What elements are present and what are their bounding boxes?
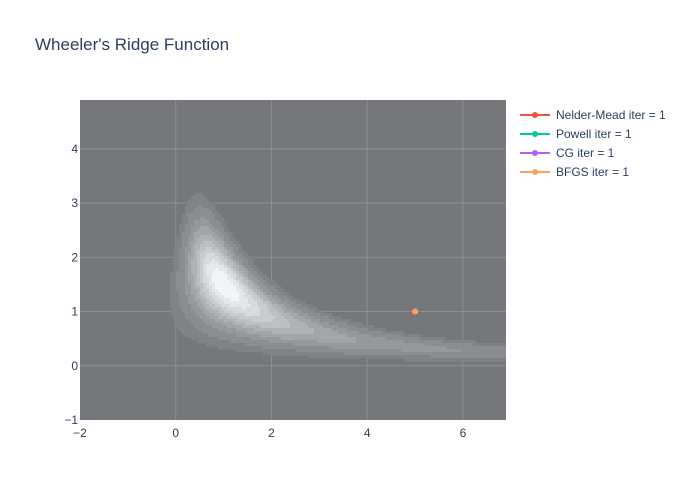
plot-background: [80, 100, 506, 420]
legend-marker: [532, 112, 538, 118]
y-tick-label: 4: [71, 142, 78, 156]
legend-label: Nelder-Mead iter = 1: [556, 108, 666, 122]
x-tick-label: 4: [364, 426, 371, 440]
legend-label: Powell iter = 1: [556, 127, 632, 141]
legend-marker: [532, 131, 538, 137]
y-tick-label: 1: [71, 305, 78, 319]
y-tick-label: −1: [64, 413, 78, 427]
y-axis-ticks: −1 0 1 2 3 4: [64, 142, 78, 427]
legend-item[interactable]: BFGS iter = 1: [520, 165, 629, 179]
y-tick-label: 0: [71, 359, 78, 373]
y-tick-label: 3: [71, 196, 78, 210]
x-tick-label: 0: [172, 426, 179, 440]
y-tick-label: 2: [71, 250, 78, 264]
legend-label: CG iter = 1: [556, 146, 615, 160]
legend-item[interactable]: Powell iter = 1: [520, 127, 632, 141]
x-tick-label: −2: [73, 426, 87, 440]
legend[interactable]: Nelder-Mead iter = 1 Powell iter = 1 CG it…: [520, 108, 666, 179]
contour-surface: [170, 193, 506, 362]
legend-item[interactable]: CG iter = 1: [520, 146, 615, 160]
x-tick-label: 6: [460, 426, 467, 440]
legend-marker: [532, 150, 538, 156]
legend-marker: [532, 169, 538, 175]
x-tick-label: 2: [268, 426, 275, 440]
x-axis-ticks: −2 0 2 4 6: [73, 426, 466, 440]
legend-item[interactable]: Nelder-Mead iter = 1: [520, 108, 666, 122]
legend-label: BFGS iter = 1: [556, 165, 629, 179]
series-markers: [412, 308, 419, 315]
series-point-3[interactable]: [412, 308, 419, 315]
chart-title: Wheeler's Ridge Function: [35, 35, 229, 54]
